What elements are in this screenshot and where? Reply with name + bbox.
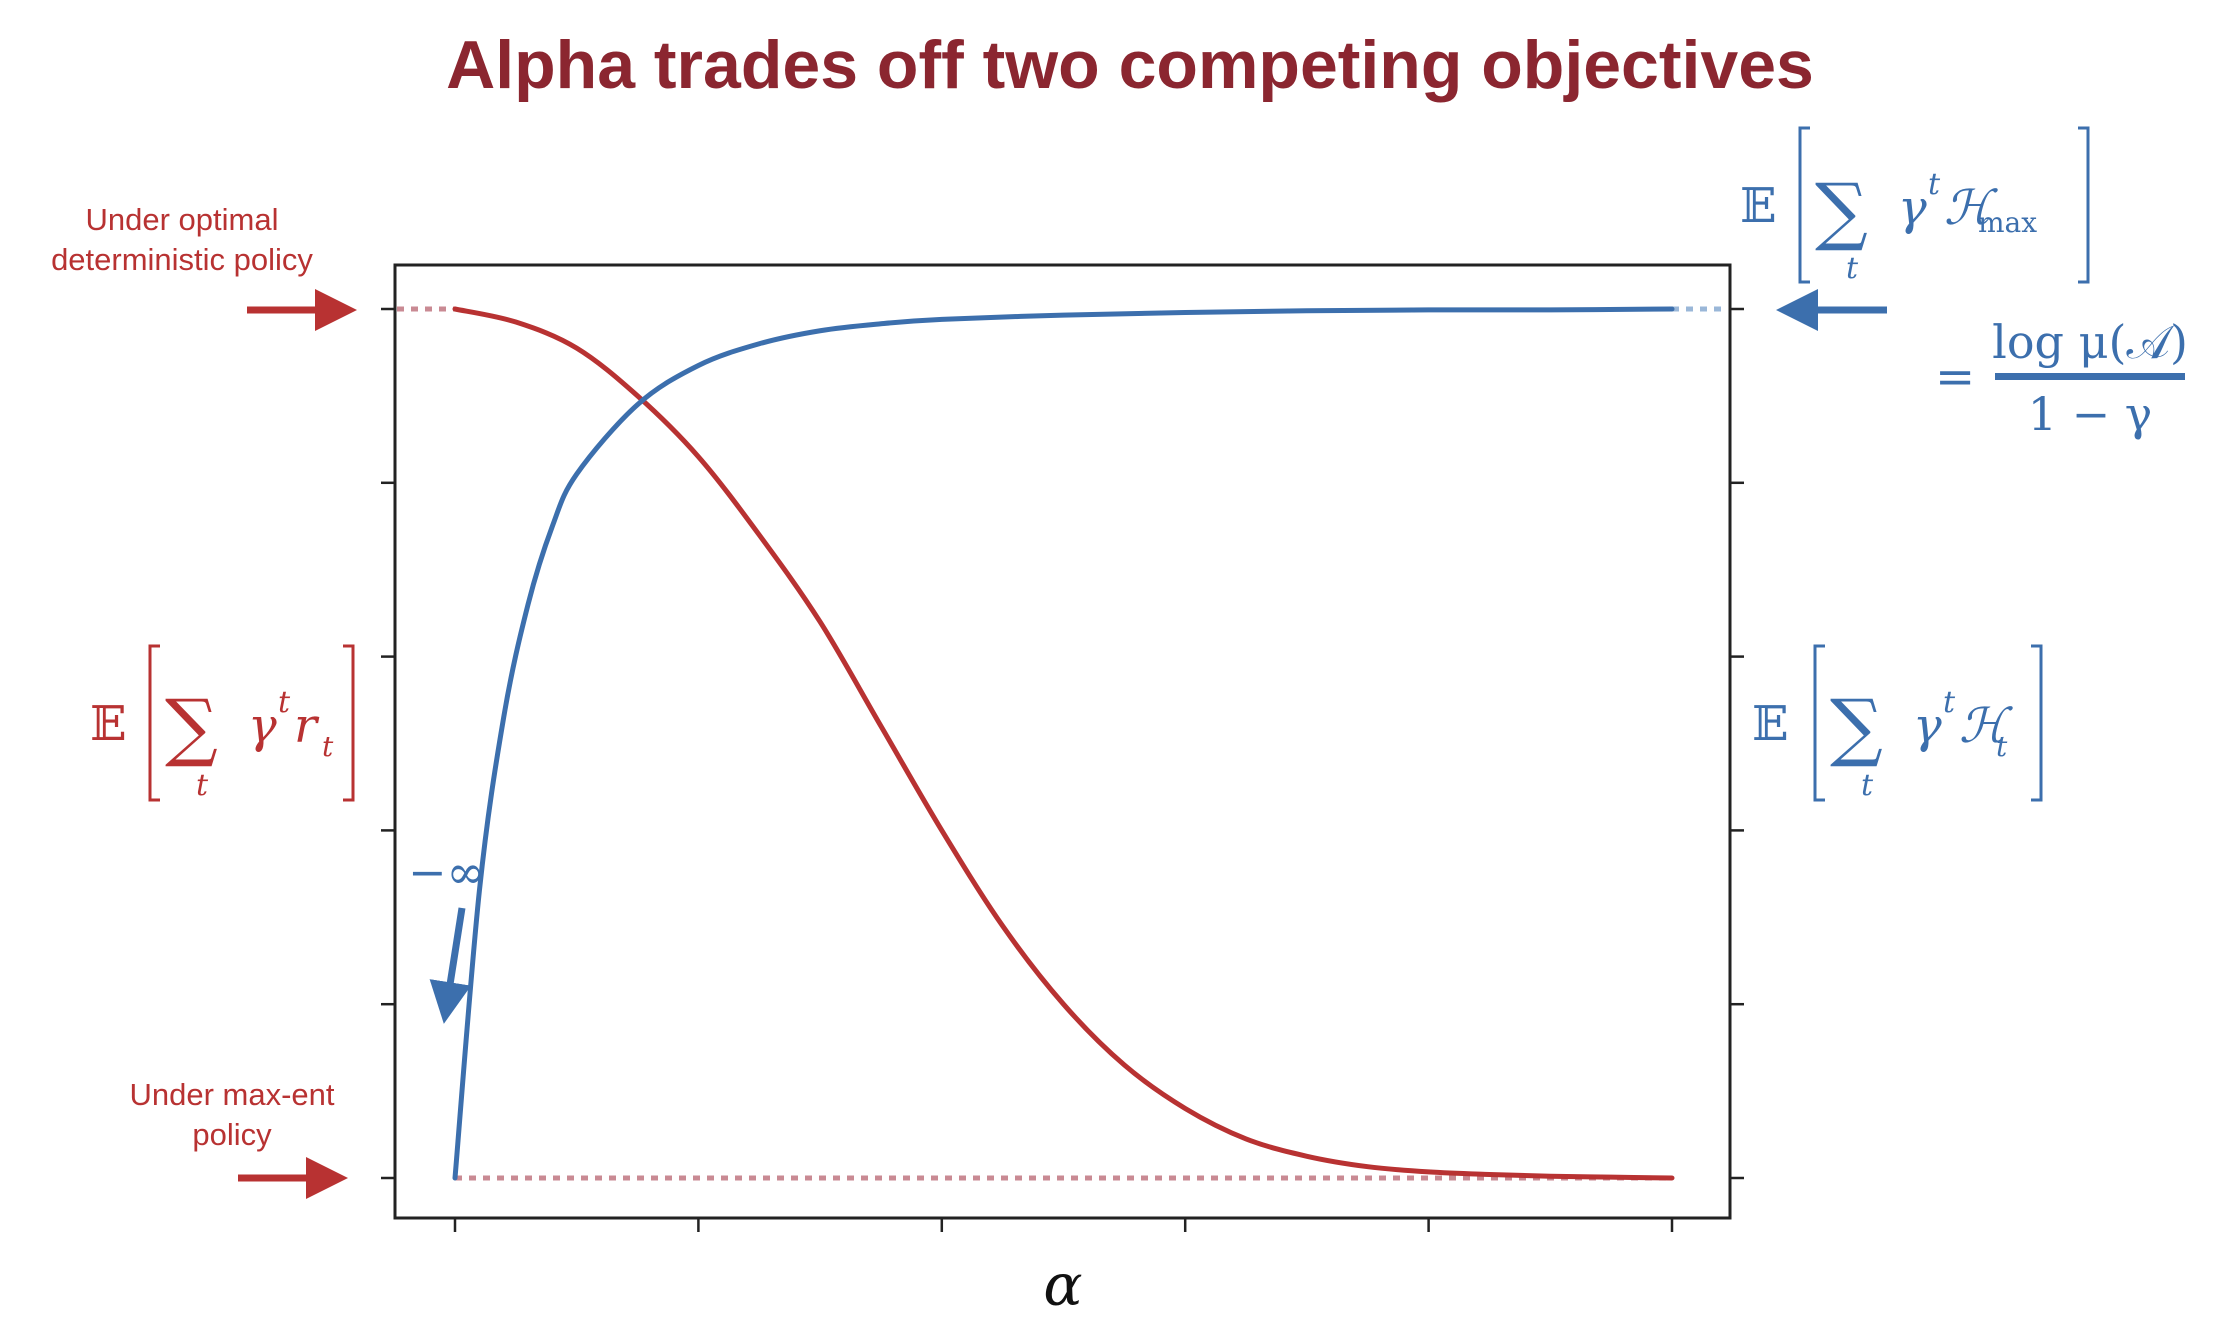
arrow-neg-infinity-icon [429, 907, 472, 1024]
left-label-bracket-close [343, 644, 355, 802]
right-label-gamma: γ [1913, 698, 1942, 754]
left-label-gamma-sup: t [278, 685, 291, 720]
right-label-h: ℋ [1959, 698, 2013, 754]
right-label-bracket-close [2031, 644, 2043, 802]
annotation-bottom-left-line1: Under max-ent [129, 1077, 334, 1112]
annotation-max-ent: Under max-ent policy [129, 1077, 348, 1199]
plot-frame [393, 263, 1732, 1220]
right-top-bracket-open [1798, 126, 1810, 284]
left-label-sum: ∑ [165, 684, 218, 770]
right-top-gamma: γ [1898, 180, 1927, 236]
right-label-bracket-open [1813, 644, 1825, 802]
reference-lines [397, 306, 1728, 1181]
right-top-sum: ∑ [1815, 168, 1868, 254]
annotation-top-left-line1: Under optimal [86, 202, 279, 237]
left-label-expectation: 𝔼 [90, 696, 127, 752]
equation-fraction-bar [1995, 373, 2185, 380]
left-label-bracket-open [148, 644, 160, 802]
left-label-r-sub: t [322, 730, 334, 763]
right-label-h-sub: t [1996, 730, 2008, 763]
right-top-equation: = log μ(𝒜) 1 − γ [1935, 315, 2188, 441]
equation-equals: = [1935, 349, 1975, 405]
slide-title: Alpha trades off two competing objective… [446, 27, 1814, 103]
series-line-blue [452, 306, 1675, 1181]
right-top-h: ℋ [1944, 180, 1998, 236]
annotation-top-left-line2: deterministic policy [51, 242, 313, 277]
series-line-red [452, 306, 1675, 1181]
left-label-r: r [294, 698, 320, 754]
right-top-label: 𝔼 ∑ t γ t ℋ max [1740, 126, 2090, 286]
curves [452, 306, 1675, 1181]
annotation-bottom-left-line2: policy [192, 1117, 272, 1152]
right-top-gamma-sup: t [1928, 167, 1941, 202]
equation-numerator: log μ(𝒜) [1992, 315, 2188, 369]
right-top-sum-sub: t [1846, 251, 1859, 286]
right-label-sum: ∑ [1830, 684, 1883, 770]
equation-denominator: 1 − γ [2028, 387, 2153, 441]
neg-infinity-label: −∞ [408, 845, 485, 899]
right-label-expectation: 𝔼 [1752, 696, 1789, 752]
neg-infinity-annotation: −∞ [408, 845, 485, 1024]
right-top-expectation: 𝔼 [1740, 178, 1777, 234]
right-label-sum-sub: t [1861, 768, 1874, 803]
annotation-optimal-deterministic: Under optimal deterministic policy [51, 202, 357, 331]
left-axis-label: 𝔼 ∑ t γ t r t [90, 644, 355, 803]
right-axis-label: 𝔼 ∑ t γ t ℋ t [1752, 644, 2043, 803]
left-label-sum-sub: t [196, 768, 209, 803]
right-top-bracket-close [2078, 126, 2090, 284]
right-label-gamma-sup: t [1943, 685, 1956, 720]
axis-ticks [381, 307, 1744, 1232]
left-label-gamma: γ [248, 698, 277, 754]
x-axis-label: α [1043, 1251, 1082, 1319]
right-top-h-sub: max [1978, 206, 2037, 239]
